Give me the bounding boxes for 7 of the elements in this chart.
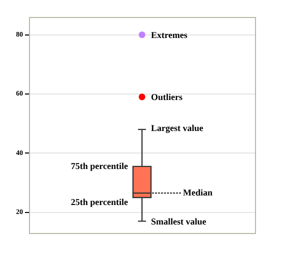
annotation: Outliers [151, 92, 183, 102]
annotation: Smallest value [151, 216, 206, 226]
annotation: Extremes [151, 30, 188, 40]
annotation: 25th percentile [70, 196, 128, 207]
annotation: 75th percentile [70, 160, 128, 171]
annotation: Median [183, 187, 213, 198]
annotation: Largest value [151, 122, 204, 133]
